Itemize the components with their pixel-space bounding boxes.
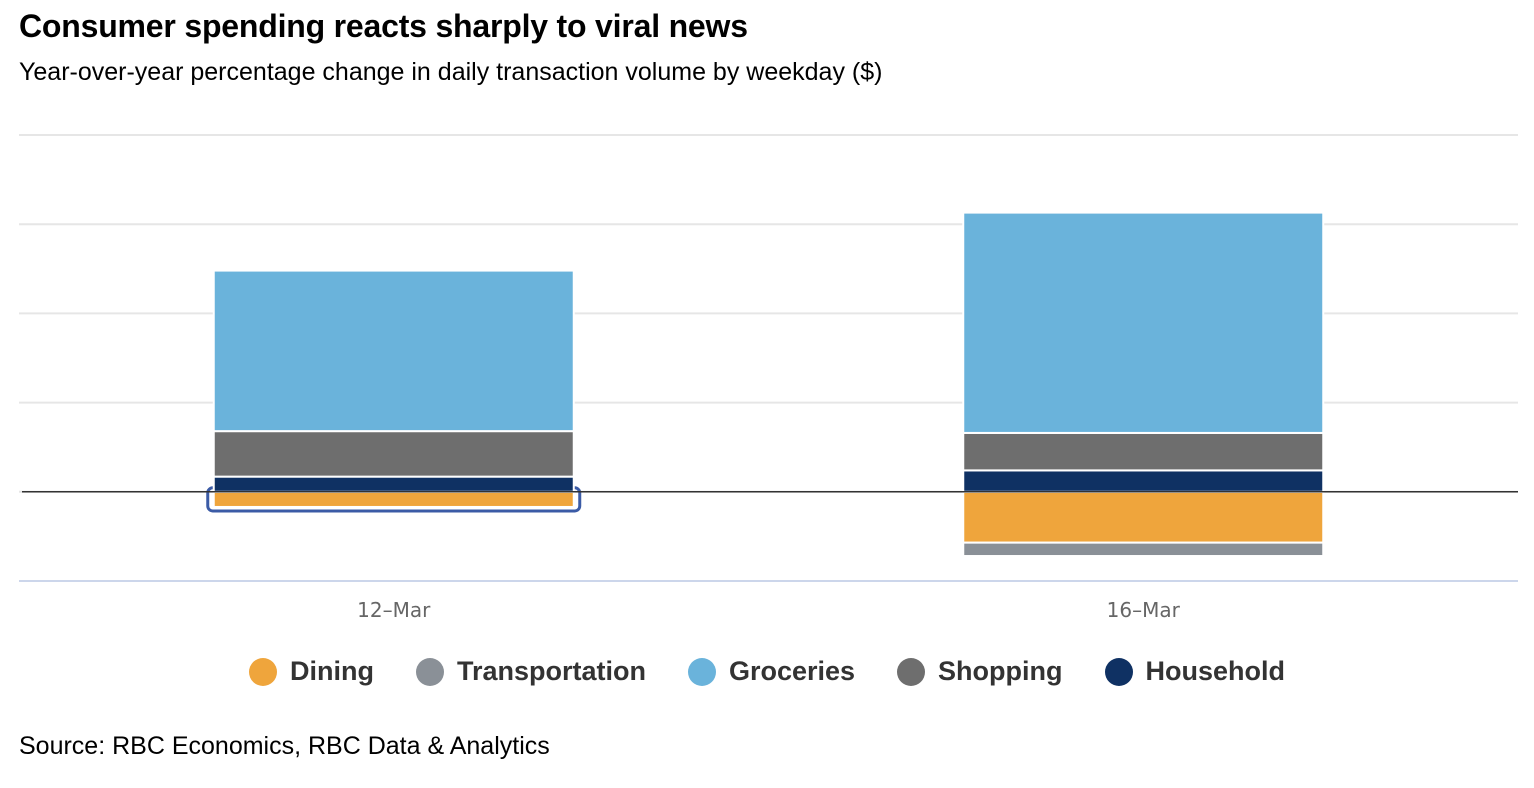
x-tick-label: 12–Mar [357,598,431,622]
legend-label: Transportation [456,656,646,686]
bar-transportation-16-mar[interactable] [962,541,1325,558]
shopping-swatch-icon [897,657,926,686]
stacked-bar-chart: 12–Mar 16–Mar [19,134,1518,622]
legend-item-shopping[interactable]: Shopping [897,656,1063,687]
bar-groceries-12-mar[interactable] [212,269,575,433]
bar-household-16-mar[interactable] [962,469,1325,493]
chart-title: Consumer spending reacts sharply to vira… [19,8,748,44]
bar-shopping-12-mar[interactable] [212,430,575,478]
groceries-swatch-icon [687,657,716,686]
x-tick-label: 16–Mar [1107,598,1181,622]
bar-shopping-16-mar[interactable] [962,431,1325,472]
legend-label: Dining [289,656,374,686]
legend-label: Household [1145,656,1286,686]
bar-household-12-mar[interactable] [212,475,575,493]
bars [206,211,1325,558]
transportation-swatch-icon [415,657,444,686]
bar-dining-12-mar[interactable] [212,490,575,508]
legend: Dining Transportation Groceries Shopping… [0,656,1534,687]
legend-item-dining[interactable]: Dining [248,656,374,687]
bar-dining-16-mar[interactable] [962,490,1325,544]
legend-label: Shopping [938,656,1063,686]
source-note: Source: RBC Economics, RBC Data & Analyt… [19,732,550,760]
legend-label: Groceries [728,656,856,686]
bar-groceries-16-mar[interactable] [962,211,1325,434]
legend-item-household[interactable]: Household [1104,656,1286,687]
x-tick-labels: 12–Mar 16–Mar [357,598,1180,622]
legend-item-transportation[interactable]: Transportation [415,656,646,687]
dining-swatch-icon [248,657,277,686]
household-swatch-icon [1104,657,1133,686]
chart-subtitle: Year-over-year percentage change in dail… [19,58,883,86]
legend-item-groceries[interactable]: Groceries [687,656,856,687]
